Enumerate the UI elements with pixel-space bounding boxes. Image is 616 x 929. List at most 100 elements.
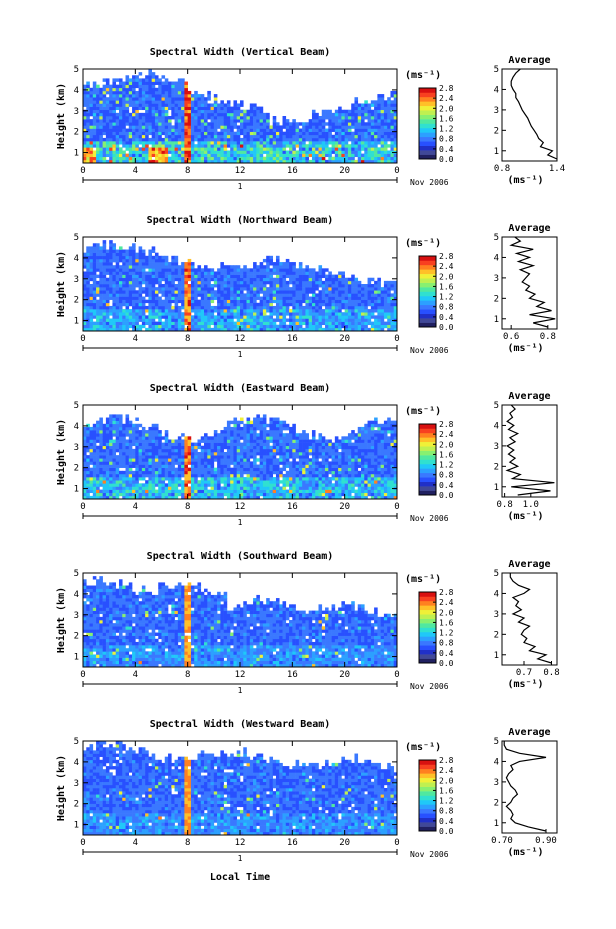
heatmap-cell	[279, 277, 283, 282]
heatmap-cell	[177, 492, 182, 497]
heatmap-cell	[269, 309, 274, 313]
heatmap-cell	[190, 128, 195, 132]
heatmap-cell	[99, 452, 103, 456]
heatmap-cell	[154, 277, 159, 282]
heatmap-cell	[347, 299, 352, 304]
heatmap-cell	[125, 458, 130, 462]
heatmap-cell	[96, 470, 100, 475]
heatmap-cell	[305, 134, 309, 139]
panel-title: Spectral Width (Vertical Beam)	[150, 46, 331, 58]
heatmap-cell	[118, 258, 123, 263]
heatmap-cell	[154, 109, 159, 114]
heatmap-cell	[181, 81, 185, 85]
heatmap-cell	[102, 258, 107, 263]
heatmap-cell	[370, 137, 375, 142]
heatmap-cell	[161, 287, 166, 291]
heatmap-cell	[207, 153, 211, 158]
heatmap-cell	[118, 159, 123, 164]
heatmap-cell	[367, 296, 372, 300]
heatmap-cell	[285, 274, 290, 279]
heatmap-cell	[279, 309, 283, 313]
heatmap-cell	[334, 302, 339, 307]
heatmap-cell	[302, 299, 306, 304]
heatmap-cell	[223, 312, 228, 316]
heatmap-cell	[96, 262, 100, 266]
heatmap-cell	[233, 147, 238, 151]
heatmap-cell	[226, 103, 231, 107]
heatmap-cell	[220, 137, 224, 142]
heatmap-cell	[125, 277, 130, 282]
heatmap-cell	[161, 436, 166, 440]
heatmap-cell	[204, 137, 208, 142]
heatmap-cell	[190, 150, 195, 154]
heatmap-cell	[321, 125, 326, 129]
heatmap-cell	[115, 312, 120, 316]
heatmap-cell	[279, 144, 283, 148]
heatmap-cell	[275, 299, 280, 304]
heatmap-cell	[109, 452, 113, 456]
heatmap-cell	[331, 134, 336, 139]
heatmap-cell	[132, 252, 136, 257]
heatmap-cell	[341, 287, 345, 291]
heatmap-cell	[171, 274, 175, 279]
heatmap-cell	[89, 252, 94, 257]
heatmap-cell	[305, 131, 309, 136]
heatmap-cell	[318, 137, 323, 142]
heatmap-cell	[213, 290, 218, 294]
heatmap-cell	[99, 252, 103, 257]
heatmap-cell	[393, 144, 398, 148]
heatmap-cell	[86, 265, 90, 269]
heatmap-cell	[393, 100, 398, 104]
heatmap-cell	[380, 287, 385, 291]
heatmap-cell	[174, 309, 179, 313]
heatmap-cell	[226, 265, 231, 269]
heatmap-cell	[187, 321, 192, 326]
heatmap-cell	[194, 284, 198, 288]
heatmap-cell	[105, 265, 110, 269]
heatmap-cell	[318, 131, 323, 136]
heatmap-cell	[370, 131, 375, 136]
heatmap-cell	[154, 299, 159, 304]
heatmap-cell	[177, 116, 182, 120]
heatmap-cell	[282, 287, 287, 291]
heatmap-cell	[148, 467, 152, 472]
heatmap-cell	[115, 90, 120, 95]
heatmap-cell	[233, 106, 238, 111]
heatmap-cell	[344, 134, 349, 139]
heatmap-cell	[115, 156, 120, 161]
heatmap-cell	[200, 103, 205, 107]
heatmap-cell	[361, 106, 365, 111]
heatmap-cell	[148, 81, 152, 85]
heatmap-cell	[96, 246, 100, 250]
heatmap-cell	[154, 125, 159, 129]
heatmap-cell	[383, 299, 388, 304]
heatmap-cell	[190, 464, 195, 468]
heatmap-cell	[266, 327, 270, 332]
heatmap-cell	[256, 125, 260, 129]
heatmap-cell	[89, 94, 94, 98]
heatmap-cell	[344, 131, 349, 136]
heatmap-cell	[161, 90, 166, 95]
heatmap-cell	[158, 125, 162, 129]
heatmap-cell	[135, 467, 139, 472]
heatmap-cell	[315, 147, 319, 151]
heatmap-cell	[223, 280, 228, 285]
heatmap-cell	[279, 284, 283, 288]
heatmap-cell	[158, 109, 162, 114]
heatmap-cell	[190, 473, 195, 478]
heatmap-cell	[361, 290, 365, 294]
heatmap-cell	[380, 131, 385, 136]
heatmap-cell	[197, 144, 202, 148]
heatmap-cell	[135, 94, 139, 98]
heatmap-cell	[174, 137, 179, 142]
heatmap-cell	[243, 144, 247, 148]
heatmap-cell	[132, 106, 136, 111]
heatmap-cell	[102, 150, 107, 154]
heatmap-cell	[148, 153, 152, 158]
heatmap-cell	[171, 81, 175, 85]
heatmap-cell	[207, 287, 211, 291]
heatmap-cell	[190, 141, 195, 145]
heatmap-cell	[325, 299, 329, 304]
heatmap-cell	[197, 461, 202, 465]
heatmap-cell	[154, 156, 159, 161]
